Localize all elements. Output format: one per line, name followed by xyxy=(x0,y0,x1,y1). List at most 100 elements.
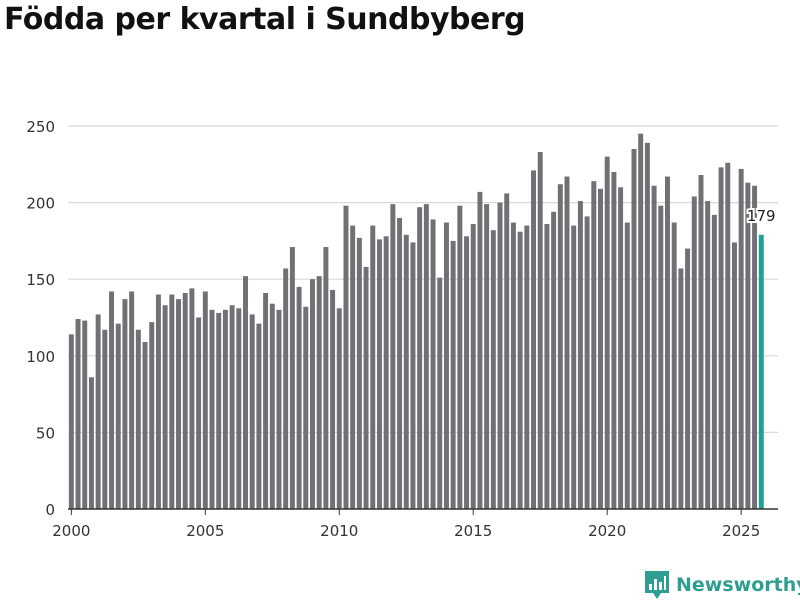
bar-2017-q4 xyxy=(544,224,550,509)
last-value-label: 179 xyxy=(747,207,776,225)
bar-2012-q4 xyxy=(410,242,416,509)
bar-2016-q4 xyxy=(517,231,523,509)
bar-2010-q3 xyxy=(350,225,356,509)
brand-name: Newsworthy xyxy=(676,574,800,596)
bar-2006-q4 xyxy=(249,314,255,509)
bar-2014-q1 xyxy=(443,222,449,510)
bar-2006-q1 xyxy=(229,305,235,509)
bar-2007-q4 xyxy=(276,309,282,509)
bar-2008-q1 xyxy=(283,268,289,509)
bar-2012-q1 xyxy=(390,204,396,509)
bar-2001-q1 xyxy=(95,314,101,509)
bar-2021-q2 xyxy=(638,133,644,509)
bar-2000-q2 xyxy=(75,319,81,509)
bar-2009-q3 xyxy=(323,247,329,509)
y-tick-label-100: 100 xyxy=(26,348,55,366)
bar-2002-q3 xyxy=(135,329,141,509)
x-tick-label-2010: 2010 xyxy=(320,522,358,540)
x-tick-label-2020: 2020 xyxy=(588,522,626,540)
bar-2005-q4 xyxy=(222,309,228,509)
bar-2022-q2 xyxy=(665,176,670,509)
bar-2018-q3 xyxy=(564,176,570,509)
bar-2009-q1 xyxy=(310,279,315,509)
bar-2024-q4 xyxy=(731,242,737,509)
bar-2006-q2 xyxy=(236,308,242,509)
bar-2008-q2 xyxy=(289,247,295,509)
bar-2020-q1 xyxy=(604,156,610,509)
bar-2010-q1 xyxy=(336,308,342,509)
chart-title: Födda per kvartal i Sundbyberg xyxy=(4,2,526,37)
bar-2016-q2 xyxy=(504,193,510,509)
bar-2014-q3 xyxy=(457,205,463,509)
bar-2013-q1 xyxy=(417,207,423,510)
bar-2000-q1 xyxy=(68,334,74,509)
bar-2013-q2 xyxy=(423,204,429,509)
bar-2016-q1 xyxy=(497,202,503,509)
x-tick-label-2015: 2015 xyxy=(454,522,492,540)
bar-2018-q2 xyxy=(557,184,563,509)
bar-2022-q3 xyxy=(671,222,677,510)
bar-2004-q1 xyxy=(176,299,181,509)
bar-2003-q2 xyxy=(155,294,161,509)
bar-2018-q1 xyxy=(551,211,557,510)
bar-2020-q3 xyxy=(618,187,624,509)
x-tick-label-2005: 2005 xyxy=(186,522,224,540)
bar-2011-q1 xyxy=(363,266,369,509)
bar-2001-q2 xyxy=(102,329,108,509)
x-tick-label-2000: 2000 xyxy=(52,522,90,540)
y-tick-label-50: 50 xyxy=(36,424,55,442)
bar-2012-q2 xyxy=(397,217,403,510)
bar-2003-q4 xyxy=(169,294,175,509)
bar-2005-q3 xyxy=(216,312,222,509)
bar-2018-q4 xyxy=(571,225,577,509)
bar-2009-q4 xyxy=(330,289,336,509)
bar-2025-q1 xyxy=(738,168,744,509)
newsworthy-logo: Newsworthy xyxy=(644,570,800,600)
bar-2024-q1 xyxy=(711,214,717,509)
bar-2014-q4 xyxy=(464,236,470,509)
bar-2013-q3 xyxy=(430,219,436,509)
bar-2001-q3 xyxy=(109,291,115,509)
bar-2002-q1 xyxy=(122,299,128,509)
y-tick-label-250: 250 xyxy=(26,118,55,136)
bar-2017-q2 xyxy=(531,170,536,510)
bar-2025-q4 xyxy=(758,234,764,509)
bar-2022-q1 xyxy=(658,205,664,509)
bar-2007-q2 xyxy=(263,292,269,509)
bar-2005-q1 xyxy=(202,291,208,509)
bar-2019-q4 xyxy=(598,188,603,509)
bar-2001-q4 xyxy=(115,323,121,509)
y-tick-label-0: 0 xyxy=(45,501,55,519)
last-value-callout: 179 xyxy=(745,205,778,227)
bar-2016-q3 xyxy=(510,222,516,510)
bar-2025-q3 xyxy=(752,185,758,510)
y-axis-tick-labels: 0 50 100 150 200 250 xyxy=(26,118,55,519)
bar-2013-q4 xyxy=(437,277,443,509)
bar-2004-q4 xyxy=(196,317,202,509)
bar-2017-q3 xyxy=(537,152,543,509)
bar-2019-q1 xyxy=(577,201,583,509)
y-tick-label-150: 150 xyxy=(26,271,55,289)
bar-series xyxy=(68,133,764,510)
bar-2020-q2 xyxy=(611,171,617,509)
bar-2004-q3 xyxy=(189,288,195,509)
bar-2023-q2 xyxy=(691,196,697,510)
bar-2012-q3 xyxy=(403,234,409,509)
bar-2024-q3 xyxy=(725,162,731,509)
bar-2023-q1 xyxy=(685,248,691,509)
bar-2024-q2 xyxy=(718,167,724,509)
bar-2015-q2 xyxy=(477,191,483,509)
bar-2010-q4 xyxy=(356,237,362,509)
bar-2011-q3 xyxy=(376,239,382,510)
bar-2015-q3 xyxy=(484,204,490,509)
bar-2002-q2 xyxy=(129,291,135,509)
bar-2011-q2 xyxy=(370,225,376,509)
bar-2004-q2 xyxy=(182,292,188,509)
bar-2021-q1 xyxy=(631,148,637,510)
bar-2019-q3 xyxy=(591,181,597,510)
bar-2000-q3 xyxy=(82,320,88,509)
bar-2015-q4 xyxy=(490,230,496,509)
x-tick-label-2025: 2025 xyxy=(722,522,760,540)
bar-2021-q4 xyxy=(651,185,657,510)
